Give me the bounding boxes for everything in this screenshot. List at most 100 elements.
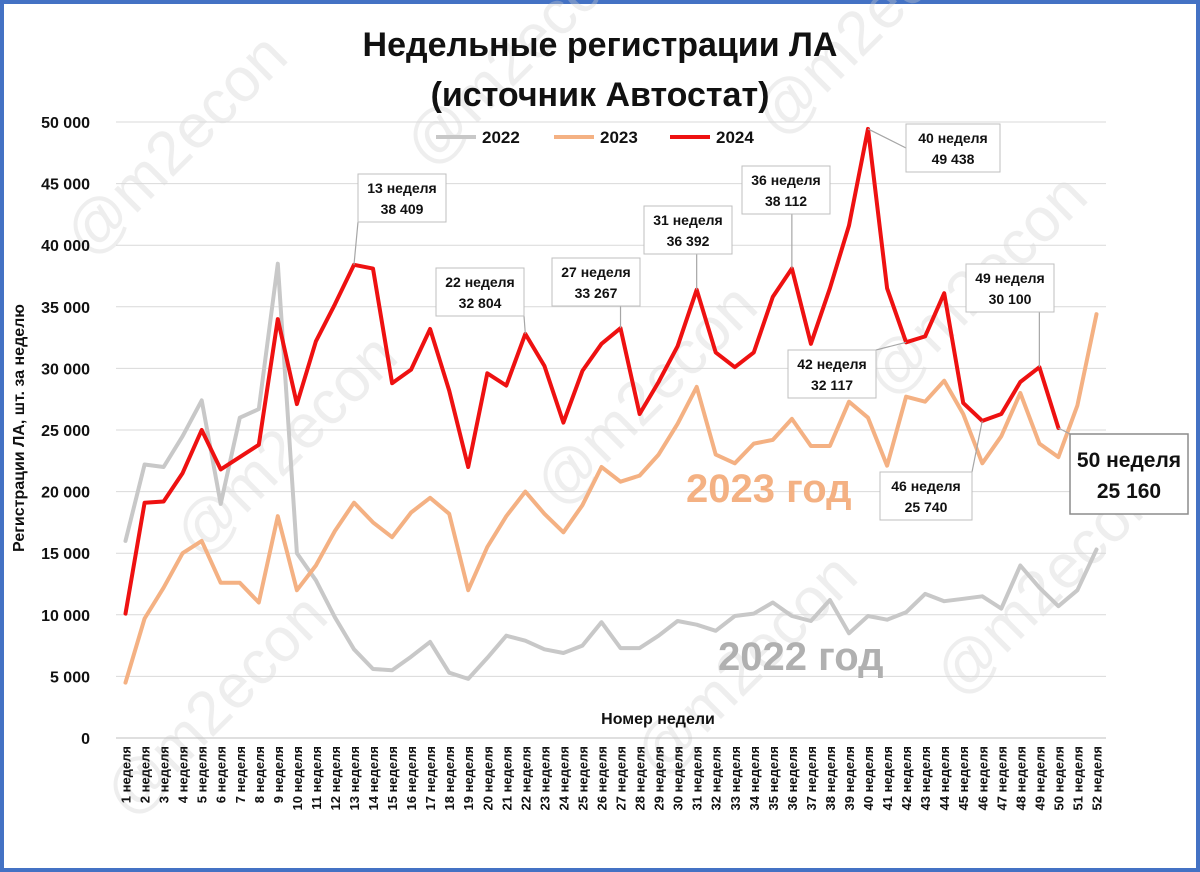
- series-line-2023: [123, 312, 1099, 685]
- series-lines: [123, 126, 1099, 685]
- gridlines: [116, 121, 1106, 739]
- y-tick-label: 50 000: [41, 115, 90, 132]
- x-tick-label: 10 неделя: [290, 746, 305, 810]
- x-tick-label: 50 неделя: [1051, 746, 1066, 810]
- callout-value-label: 25 160: [1097, 480, 1161, 503]
- chart-title-line2: (источник Автостат): [431, 76, 770, 114]
- callout-box: [435, 267, 525, 317]
- x-tick-label: 32 неделя: [709, 746, 724, 810]
- callout-value-label: 33 267: [575, 285, 618, 301]
- callout-week-label: 50 неделя: [1077, 449, 1181, 472]
- x-tick-label: 25 неделя: [575, 746, 590, 810]
- callout-week-label: 42 неделя: [797, 356, 866, 372]
- x-tick-label: 21 неделя: [499, 746, 514, 810]
- y-tick-label: 25 000: [41, 423, 90, 440]
- x-tick-label: 35 неделя: [766, 746, 781, 810]
- x-tick-label: 11 неделя: [309, 746, 324, 810]
- callout-box: [357, 173, 447, 223]
- x-tick-label: 14 неделя: [366, 746, 381, 810]
- x-tick-label: 39 неделя: [842, 746, 857, 810]
- x-tick-label: 24 неделя: [556, 746, 571, 810]
- x-tick-label: 8 неделя: [252, 746, 267, 803]
- y-tick-label: 0: [81, 731, 90, 748]
- x-tick-label: 22 неделя: [518, 746, 533, 810]
- x-tick-label: 6 неделя: [214, 746, 229, 803]
- callout-box: [879, 471, 973, 521]
- x-tick-label: 33 неделя: [728, 746, 743, 810]
- x-tick-label: 27 неделя: [614, 746, 629, 810]
- callout-leader: [971, 420, 983, 473]
- callout-leader: [1058, 427, 1071, 435]
- callout-value-label: 36 392: [667, 233, 710, 249]
- x-tick-label: 13 неделя: [347, 746, 362, 810]
- callout-value-label: 25 740: [905, 499, 948, 515]
- callout-box: [965, 263, 1055, 313]
- x-tick-label: 3 неделя: [157, 746, 172, 803]
- callout-week-label: 27 неделя: [561, 264, 630, 280]
- x-tick-label: 46 неделя: [975, 746, 990, 810]
- x-tick-label: 40 неделя: [861, 746, 876, 810]
- callout-week-40: 40 неделя 49 438: [867, 123, 1001, 173]
- callout-box: [1069, 433, 1189, 515]
- y-tick-label: 45 000: [41, 177, 90, 194]
- x-tick-label: 7 неделя: [233, 746, 248, 803]
- callout-leader: [353, 221, 359, 265]
- y-tick-label: 30 000: [41, 361, 90, 378]
- x-tick-label: 15 неделя: [385, 746, 400, 810]
- callout-week-label: 31 неделя: [653, 212, 722, 228]
- callout-box: [643, 205, 733, 255]
- callout-week-label: 22 неделя: [445, 274, 514, 290]
- x-tick-label: 9 неделя: [271, 746, 286, 803]
- x-tick-label: 18 неделя: [442, 746, 457, 810]
- y-tick-label: 10 000: [41, 608, 90, 625]
- callout-week-22: 22 неделя 32 804: [435, 267, 526, 334]
- y-tick-label: 20 000: [41, 485, 90, 502]
- y-axis-label: Регистрации ЛА, шт. за неделю: [11, 304, 28, 552]
- x-tick-label: 20 неделя: [480, 746, 495, 810]
- y-axis-ticks: 0 5 000 10 000 15 000 20 000 25 000 30 000 35 0…: [41, 115, 90, 748]
- x-tick-label: 34 неделя: [747, 746, 762, 810]
- callout-week-49: 49 неделя 30 100: [965, 263, 1055, 368]
- callout-week-label: 36 неделя: [751, 172, 820, 188]
- callout-week-label: 49 неделя: [975, 270, 1044, 286]
- x-tick-label: 26 неделя: [594, 746, 609, 810]
- callout-box: [787, 349, 877, 399]
- callouts: 13 неделя 38 409 22 неделя 32 804 27 неделя 3…: [353, 123, 1189, 521]
- callout-box: [741, 165, 831, 215]
- year-label: 2022 год: [718, 635, 884, 679]
- callout-value-label: 38 409: [381, 201, 424, 217]
- x-tick-label: 17 неделя: [423, 746, 438, 810]
- x-tick-label: 44 неделя: [937, 746, 952, 810]
- x-tick-label: 43 неделя: [918, 746, 933, 810]
- year-label: 2023 год: [686, 467, 852, 511]
- x-tick-label: 51 неделя: [1070, 746, 1085, 810]
- callout-value-label: 49 438: [932, 151, 975, 167]
- callout-week-label: 46 неделя: [891, 478, 960, 494]
- callout-box: [551, 257, 641, 307]
- y-tick-label: 35 000: [41, 300, 90, 317]
- callout-value-label: 38 112: [765, 193, 807, 209]
- y-tick-label: 5 000: [50, 669, 90, 686]
- callout-week-label: 13 неделя: [367, 180, 436, 196]
- x-tick-label: 47 неделя: [994, 746, 1009, 810]
- chart-title-line1: Недельные регистрации ЛА: [363, 26, 838, 64]
- series-line-2024: [123, 126, 1061, 616]
- callout-week-42: 42 неделя 32 117: [787, 341, 907, 399]
- y-tick-label: 15 000: [41, 546, 90, 563]
- callout-week-13: 13 неделя 38 409: [353, 173, 447, 265]
- legend-label-2023: 2023: [600, 128, 638, 147]
- x-tick-label: 28 неделя: [633, 746, 648, 810]
- x-tick-label: 41 неделя: [880, 746, 895, 810]
- x-tick-label: 49 неделя: [1032, 746, 1047, 810]
- x-tick-label: 16 неделя: [404, 746, 419, 810]
- callout-week-label: 40 неделя: [918, 130, 987, 146]
- legend-label-2022: 2022: [482, 128, 520, 147]
- callout-value-label: 32 117: [811, 377, 853, 393]
- callout-week-50: 50 неделя 25 160: [1058, 427, 1189, 515]
- x-axis-ticks: 1 неделя 2 неделя 3 неделя 4 неделя 5 неделя…: [119, 746, 1105, 810]
- x-axis-label: Номер недели: [601, 711, 715, 728]
- x-tick-label: 29 неделя: [652, 746, 667, 810]
- x-tick-label: 4 неделя: [176, 746, 191, 803]
- legend: 2022 2023 2024: [436, 128, 754, 147]
